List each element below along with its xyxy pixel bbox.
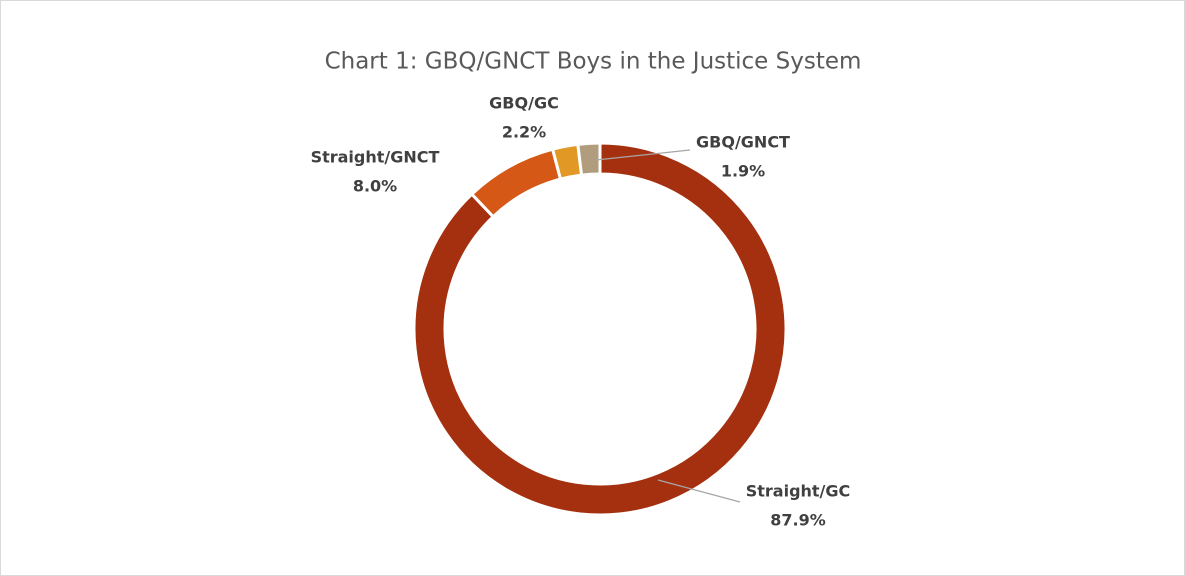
donut-segment: [576, 141, 602, 177]
chart-title: Chart 1: GBQ/GNCT Boys in the Justice Sy…: [325, 49, 862, 75]
leader-line: [595, 149, 691, 161]
data-label-name: GBQ/GNCT: [696, 133, 790, 152]
data-label-value: 1.9%: [721, 162, 765, 181]
leader-line: [657, 479, 741, 503]
data-label-value: 8.0%: [353, 177, 397, 196]
donut-segment: [412, 141, 788, 517]
data-label-value: 2.2%: [502, 123, 546, 142]
data-label-name: GBQ/GC: [489, 94, 559, 113]
data-label-name: Straight/GNCT: [311, 148, 440, 167]
data-label-value: 87.9%: [770, 511, 826, 530]
data-label-name: Straight/GC: [746, 482, 851, 501]
